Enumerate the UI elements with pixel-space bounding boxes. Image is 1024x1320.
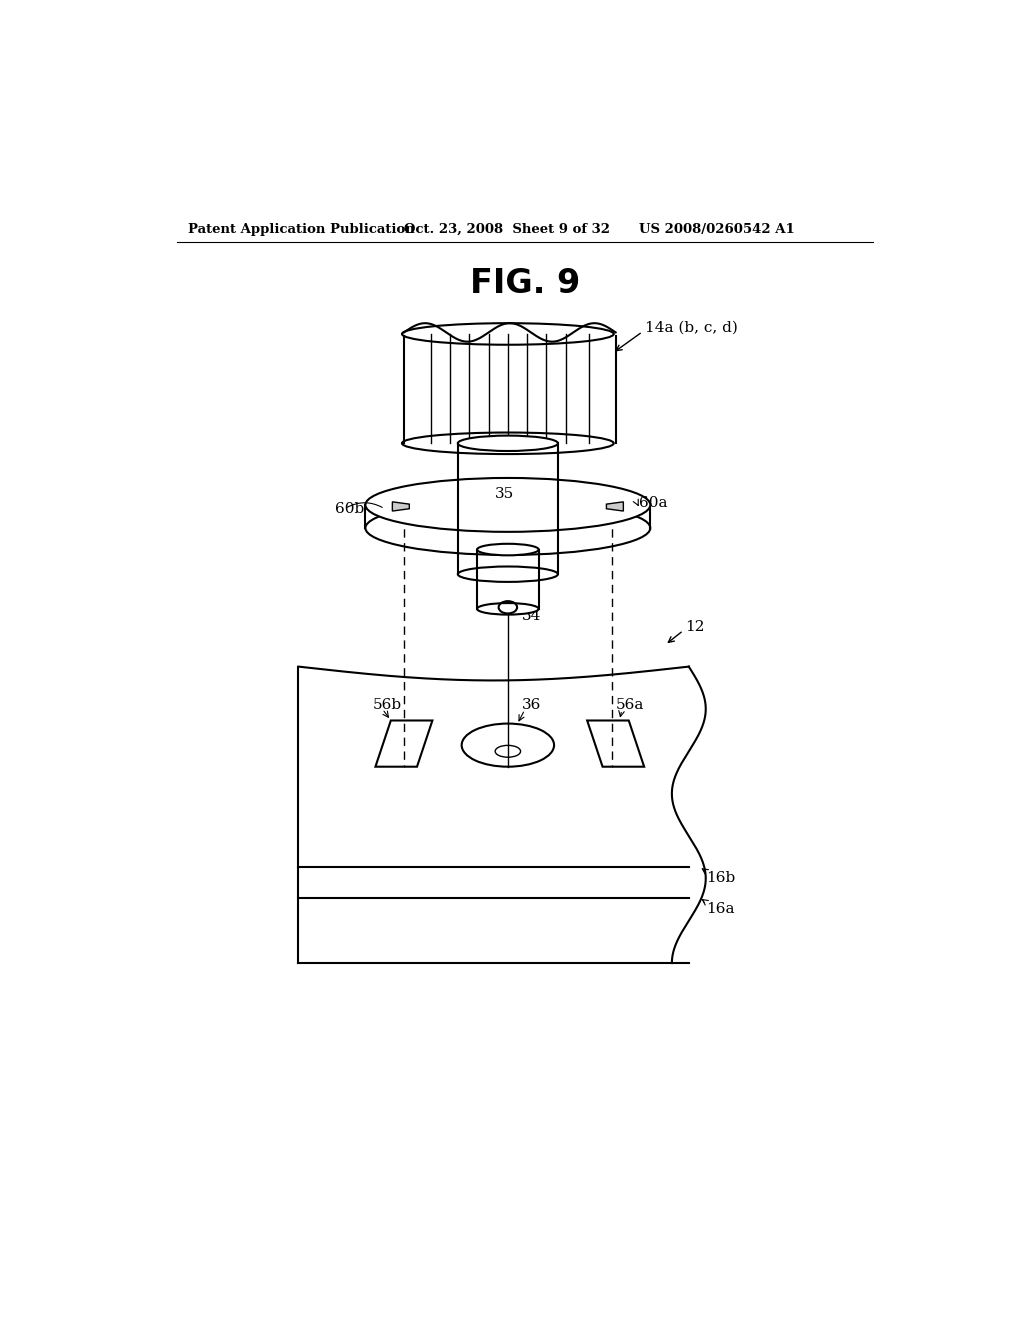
Text: 36: 36 <box>521 698 541 711</box>
Ellipse shape <box>458 566 558 582</box>
Text: Patent Application Publication: Patent Application Publication <box>188 223 415 236</box>
Text: US 2008/0260542 A1: US 2008/0260542 A1 <box>639 223 795 236</box>
Ellipse shape <box>366 478 650 532</box>
Text: 60b: 60b <box>335 502 364 516</box>
Text: Oct. 23, 2008  Sheet 9 of 32: Oct. 23, 2008 Sheet 9 of 32 <box>403 223 610 236</box>
Text: 16a: 16a <box>707 902 735 916</box>
Text: 12: 12 <box>685 619 705 634</box>
Text: 34: 34 <box>521 609 541 623</box>
Polygon shape <box>392 502 410 511</box>
Text: 56b: 56b <box>373 698 402 711</box>
Text: 35: 35 <box>495 487 514 502</box>
Text: 16b: 16b <box>707 871 736 886</box>
Text: FIG. 9: FIG. 9 <box>470 267 580 300</box>
Ellipse shape <box>458 436 558 451</box>
Text: 60a: 60a <box>639 496 668 511</box>
Ellipse shape <box>477 544 539 556</box>
Ellipse shape <box>477 603 539 615</box>
Polygon shape <box>606 502 624 511</box>
Text: 56a: 56a <box>615 698 644 711</box>
Text: 14a (b, c, d): 14a (b, c, d) <box>645 321 738 335</box>
